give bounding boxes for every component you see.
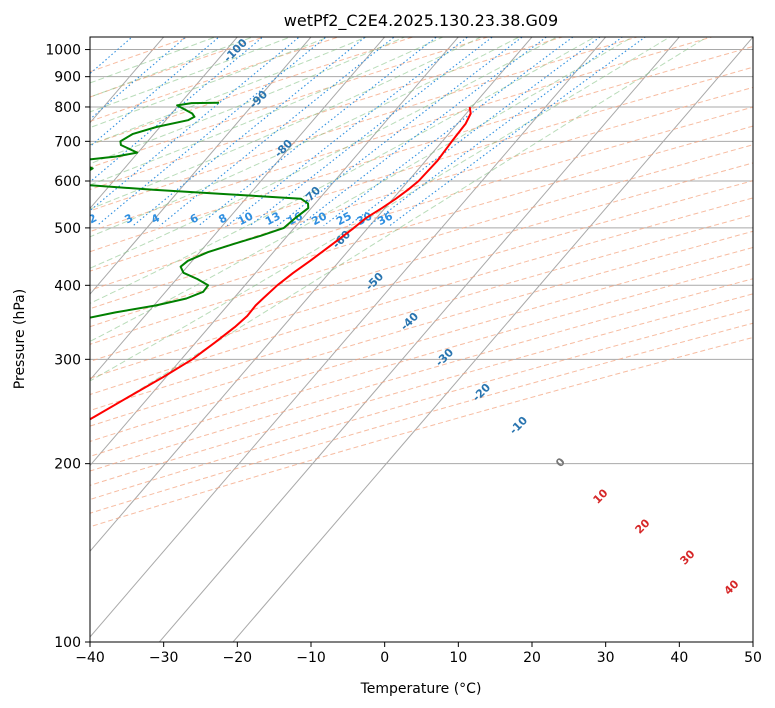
plot-frame <box>89 36 754 643</box>
y-tick-label: 400 <box>54 278 81 294</box>
y-tick-label: 200 <box>54 457 81 473</box>
chart-title: wetPf2_C2E4.2025.130.23.38.G09 <box>284 11 558 31</box>
mixing-ratio-label: 25 <box>334 209 354 228</box>
x-tick-label: −30 <box>149 650 179 666</box>
dry-adiabat-line <box>90 180 753 379</box>
isotherm-line <box>90 37 533 553</box>
dry-adiabat-line <box>90 246 753 442</box>
plot-area: 0.10.20.40.611.52346810131620253036-100-… <box>86 37 753 642</box>
y-tick-label: 800 <box>54 100 81 116</box>
isotherm-line <box>90 37 238 210</box>
y-tick-label: 700 <box>54 134 81 150</box>
y-tick-label: 500 <box>54 221 81 237</box>
mixing-ratio-label: 36 <box>375 209 395 228</box>
mixing-ratio-line <box>96 37 327 227</box>
moist-adiabat-line <box>90 37 596 304</box>
mixing-ratio-line <box>389 37 647 227</box>
x-tick-label: 30 <box>597 650 615 666</box>
mixing-ratio-label: 20 <box>309 209 329 228</box>
dry-adiabat-line <box>90 230 753 427</box>
y-tick-label: 600 <box>54 174 81 190</box>
x-tick-label: 10 <box>449 650 467 666</box>
x-tick-label: 20 <box>523 650 541 666</box>
dry-adiabat-line <box>90 144 753 345</box>
y-tick-label: 900 <box>54 70 81 86</box>
moist-adiabat-line <box>90 37 671 382</box>
y-tick-label: 300 <box>54 352 81 368</box>
moist-adiabat-line <box>90 37 444 186</box>
moist-adiabat-line <box>90 37 330 129</box>
dry-adiabat-line <box>90 308 753 501</box>
mixing-ratio-line <box>276 37 524 227</box>
moist-adiabat-line <box>90 37 217 84</box>
mixing-ratio-label: 10 <box>236 209 256 228</box>
x-tick-label: −10 <box>296 650 326 666</box>
y-tick-label: 1000 <box>45 43 81 59</box>
dewpoint-profile-line <box>90 101 310 319</box>
x-tick-label: 40 <box>670 650 688 666</box>
dry-adiabat-line <box>90 336 753 528</box>
mixing-ratio-label: 2 <box>86 211 99 226</box>
isotherm-line <box>90 37 459 467</box>
x-tick-label: 0 <box>380 650 389 666</box>
mixing-ratio-line <box>299 37 548 227</box>
mixing-ratio-line <box>90 37 301 212</box>
isotherm-line <box>90 37 312 295</box>
mixing-ratio-line <box>348 37 601 227</box>
x-tick-label: 50 <box>744 650 762 666</box>
mixing-ratio-line <box>159 37 396 227</box>
moist-adiabat-line <box>90 37 559 269</box>
y-tick-label: 100 <box>54 635 81 651</box>
mixing-ratio-line <box>90 37 264 183</box>
isotherm-line <box>158 37 680 642</box>
mixing-ratio-line <box>249 37 494 227</box>
x-axis-label: Temperature (°C) <box>360 681 482 697</box>
moist-adiabat-line <box>90 37 292 113</box>
y-axis-label: Pressure (hPa) <box>12 289 28 389</box>
isotherm-line <box>90 37 607 638</box>
moist-adiabat-line <box>90 37 483 210</box>
moist-adiabat-line <box>90 37 521 238</box>
mixing-ratio-line <box>132 37 367 227</box>
mixing-ratio-line <box>368 37 624 227</box>
temperature-profile-line <box>90 106 472 421</box>
x-tick-label: −20 <box>223 650 253 666</box>
dry-adiabat-line <box>90 293 753 486</box>
dry-adiabat-line <box>90 197 753 396</box>
moist-adiabat-line <box>90 37 254 98</box>
mixing-ratio-label: 13 <box>263 209 283 228</box>
x-tick-label: −40 <box>75 650 105 666</box>
isotherm-line <box>232 37 753 642</box>
isotherm-line <box>90 37 386 381</box>
